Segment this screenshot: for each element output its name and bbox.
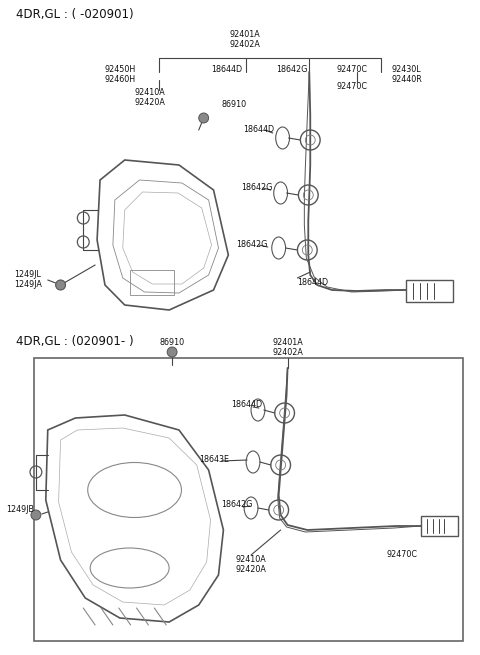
Text: 92401A
92402A: 92401A 92402A: [230, 30, 261, 49]
Circle shape: [167, 347, 177, 357]
Bar: [406, 280, 453, 302]
Bar: [421, 516, 458, 536]
Text: 92401A
92402A: 92401A 92402A: [272, 338, 303, 358]
Text: 92450H
92460H: 92450H 92460H: [105, 65, 136, 84]
Text: 18642G: 18642G: [276, 65, 307, 74]
Bar: [130, 270, 174, 295]
Text: 18642G: 18642G: [221, 500, 253, 509]
Circle shape: [199, 113, 209, 123]
Text: 18643E: 18643E: [199, 455, 229, 464]
Text: 18644D: 18644D: [231, 400, 263, 409]
Text: 86910: 86910: [159, 338, 185, 347]
Text: 1249JB: 1249JB: [6, 506, 34, 514]
Text: 18644D: 18644D: [298, 278, 328, 287]
Text: 92470C: 92470C: [337, 65, 368, 74]
Text: 92410A
92420A: 92410A 92420A: [236, 555, 266, 574]
Text: 18642G: 18642G: [241, 183, 273, 192]
Bar: [34, 358, 463, 641]
Text: 18644D: 18644D: [243, 125, 274, 134]
Text: 92410A
92420A: 92410A 92420A: [134, 88, 166, 107]
Text: 18642G: 18642G: [236, 240, 268, 249]
Circle shape: [56, 280, 65, 290]
Text: 92470C: 92470C: [386, 550, 417, 559]
Circle shape: [31, 510, 41, 520]
Text: 92470C: 92470C: [337, 82, 368, 91]
Text: 86910: 86910: [221, 100, 247, 109]
Text: 18644D: 18644D: [212, 65, 243, 74]
Text: 4DR,GL : ( -020901): 4DR,GL : ( -020901): [16, 8, 134, 21]
Text: 1249JL
1249JA: 1249JL 1249JA: [14, 270, 42, 290]
Text: 92430L
92440R: 92430L 92440R: [391, 65, 422, 84]
Text: 4DR,GL : (020901- ): 4DR,GL : (020901- ): [16, 335, 134, 348]
